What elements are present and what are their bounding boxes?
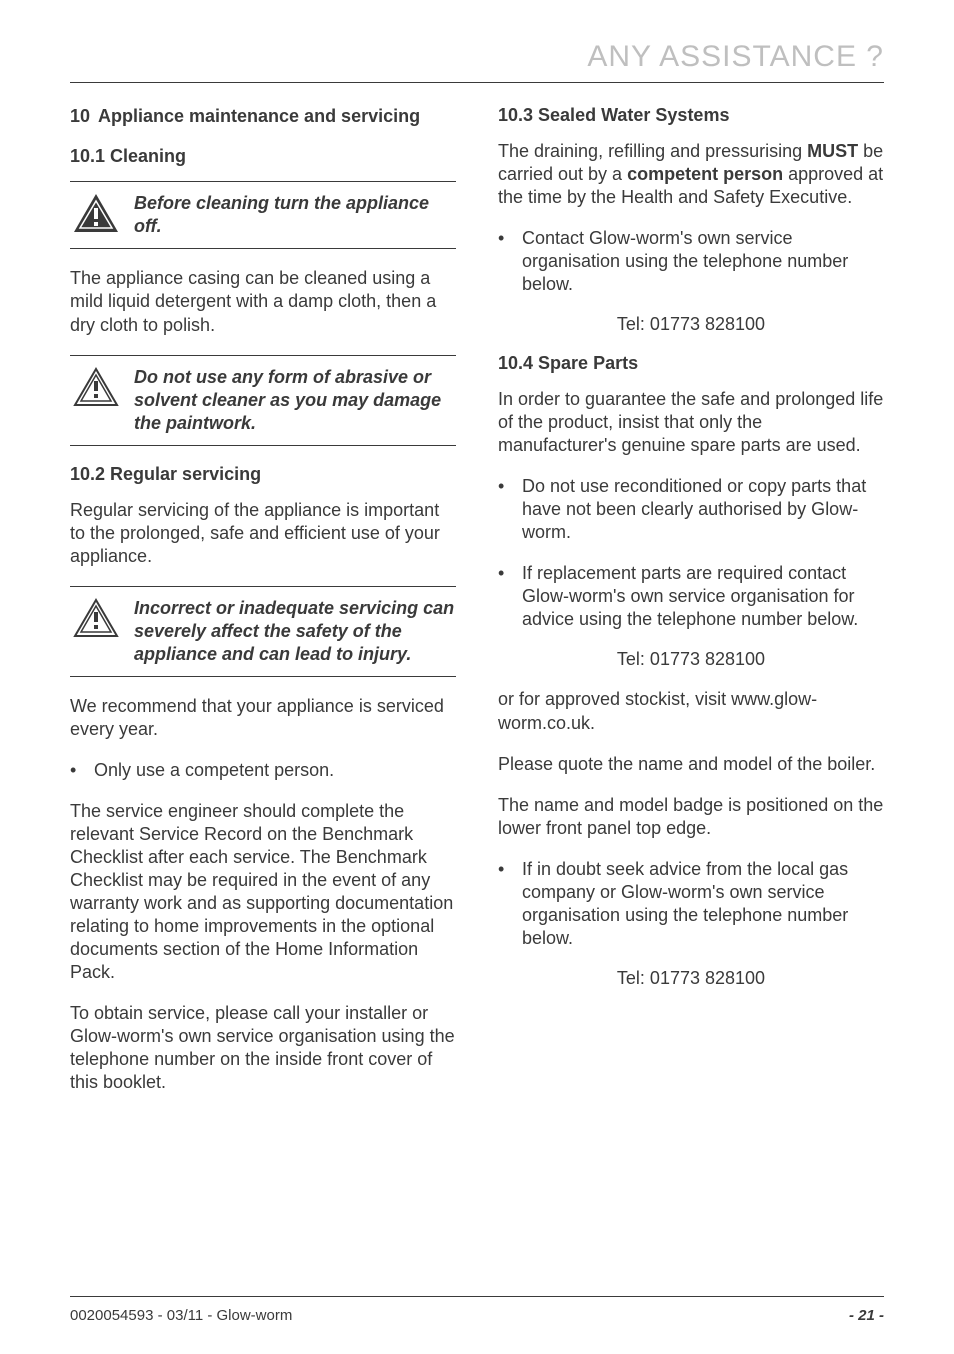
warning-box-2: Do not use any form of abrasive or solve… bbox=[70, 355, 456, 446]
bullet-text: If in doubt seek advice from the local g… bbox=[522, 858, 884, 950]
telephone-line: Tel: 01773 828100 bbox=[498, 314, 884, 335]
bullet-dot: • bbox=[70, 759, 94, 782]
bullet-dot: • bbox=[498, 227, 522, 296]
bullet-item: • Do not use reconditioned or copy parts… bbox=[498, 475, 884, 544]
text-bold: MUST bbox=[807, 141, 858, 161]
paragraph: The draining, refilling and pressurising… bbox=[498, 140, 884, 209]
bullet-item: • If in doubt seek advice from the local… bbox=[498, 858, 884, 950]
paragraph: or for approved stockist, visit www.glow… bbox=[498, 688, 884, 734]
footer-doc-id: 0020054593 - 03/11 - Glow-worm bbox=[70, 1307, 292, 1324]
paragraph: We recommend that your appliance is serv… bbox=[70, 695, 456, 741]
warning-text-3: Incorrect or inadequate servicing can se… bbox=[134, 597, 456, 666]
paragraph: To obtain service, please call your inst… bbox=[70, 1002, 456, 1094]
warning-box-1: Before cleaning turn the appliance off. bbox=[70, 181, 456, 249]
paragraph: Please quote the name and model of the b… bbox=[498, 753, 884, 776]
paragraph: The service engineer should complete the… bbox=[70, 800, 456, 984]
paragraph: In order to guarantee the safe and prolo… bbox=[498, 388, 884, 457]
paragraph: The name and model badge is positioned o… bbox=[498, 794, 884, 840]
content-columns: 10 Appliance maintenance and servicing 1… bbox=[70, 105, 884, 1112]
section-title: Appliance maintenance and servicing bbox=[98, 105, 420, 128]
paragraph: Regular servicing of the appliance is im… bbox=[70, 499, 456, 568]
bullet-text: Do not use reconditioned or copy parts t… bbox=[522, 475, 884, 544]
bullet-item: • If replacement parts are required cont… bbox=[498, 562, 884, 631]
warning-text-1: Before cleaning turn the appliance off. bbox=[134, 192, 456, 238]
warning-text-2: Do not use any form of abrasive or solve… bbox=[134, 366, 456, 435]
subsection-10-1: 10.1 Cleaning bbox=[70, 146, 456, 167]
bullet-dot: • bbox=[498, 562, 522, 631]
bullet-text: If replacement parts are required contac… bbox=[522, 562, 884, 631]
page: ANY ASSISTANCE ? 10 Appliance maintenanc… bbox=[0, 0, 954, 1354]
bullet-text: Contact Glow-worm's own service organisa… bbox=[522, 227, 884, 296]
telephone-line: Tel: 01773 828100 bbox=[498, 968, 884, 989]
bullet-dot: • bbox=[498, 475, 522, 544]
bullet-item: • Only use a competent person. bbox=[70, 759, 456, 782]
bullet-dot: • bbox=[498, 858, 522, 950]
text-bold: competent person bbox=[627, 164, 783, 184]
paragraph: The appliance casing can be cleaned usin… bbox=[70, 267, 456, 336]
text: The draining, refilling and pressurising bbox=[498, 141, 807, 161]
page-footer: 0020054593 - 03/11 - Glow-worm - 21 - bbox=[70, 1296, 884, 1324]
section-number: 10 bbox=[70, 105, 98, 128]
warning-outline-icon bbox=[70, 366, 122, 408]
subsection-10-4: 10.4 Spare Parts bbox=[498, 353, 884, 374]
right-column: 10.3 Sealed Water Systems The draining, … bbox=[498, 105, 884, 1112]
bullet-item: • Contact Glow-worm's own service organi… bbox=[498, 227, 884, 296]
footer-page-number: - 21 - bbox=[849, 1307, 884, 1324]
subsection-10-2: 10.2 Regular servicing bbox=[70, 464, 456, 485]
bullet-text: Only use a competent person. bbox=[94, 759, 334, 782]
warning-box-3: Incorrect or inadequate servicing can se… bbox=[70, 586, 456, 677]
warning-solid-icon bbox=[70, 192, 122, 234]
warning-outline-icon bbox=[70, 597, 122, 639]
subsection-10-3: 10.3 Sealed Water Systems bbox=[498, 105, 884, 126]
left-column: 10 Appliance maintenance and servicing 1… bbox=[70, 105, 456, 1112]
telephone-line: Tel: 01773 828100 bbox=[498, 649, 884, 670]
page-header: ANY ASSISTANCE ? bbox=[70, 40, 884, 83]
section-heading-10: 10 Appliance maintenance and servicing bbox=[70, 105, 456, 128]
